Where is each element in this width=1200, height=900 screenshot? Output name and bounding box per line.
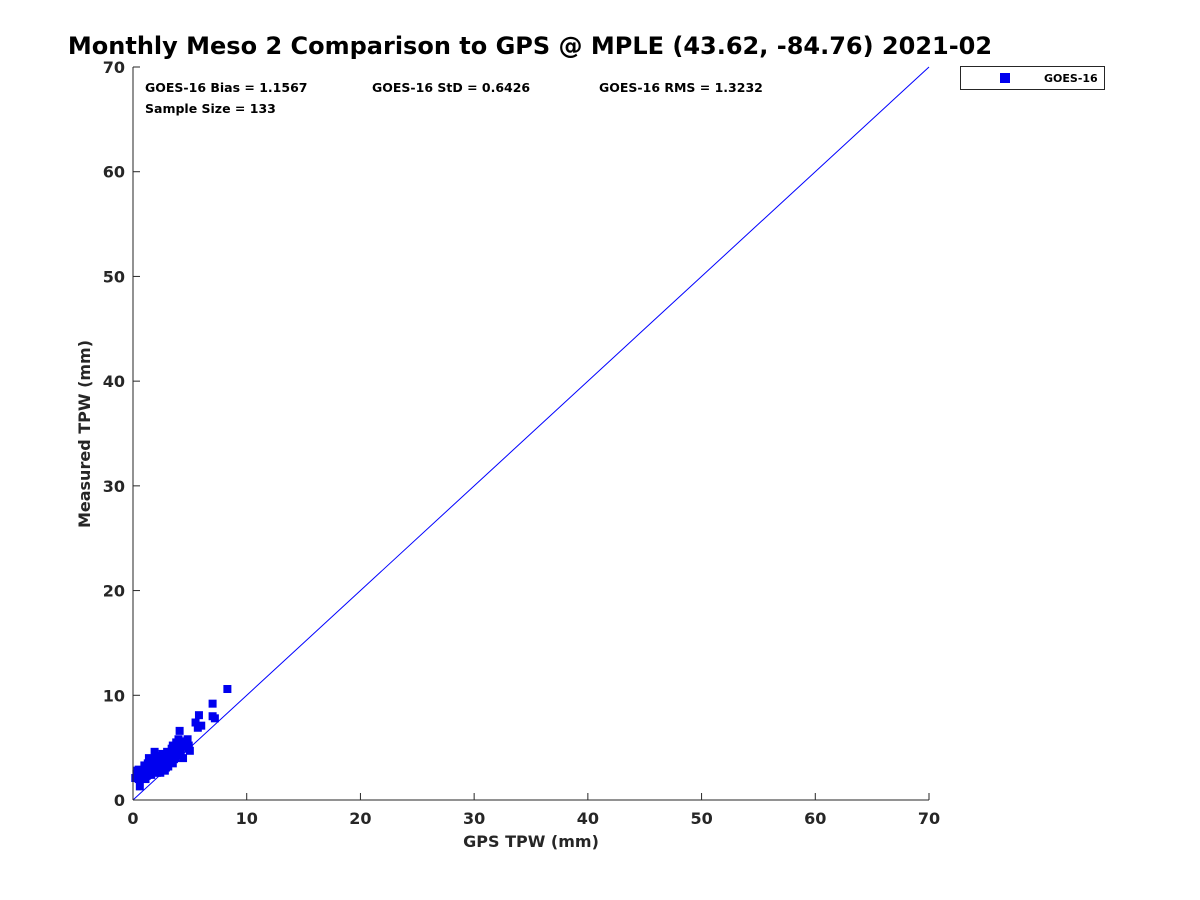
data-point <box>181 740 190 749</box>
plot-area: 0 10 20 30 40 50 60 70 0 10 20 30 40 50 60 70 <box>103 58 940 828</box>
data-point <box>208 699 217 708</box>
one-to-one-line <box>132 66 930 801</box>
x-tick-label: 20 <box>349 809 371 828</box>
x-tick-label: 70 <box>918 809 940 828</box>
x-tick-label: 40 <box>577 809 599 828</box>
y-tick-label: 10 <box>103 686 125 705</box>
chart-title: Monthly Meso 2 Comparison to GPS @ MPLE … <box>68 32 992 60</box>
data-point <box>135 782 144 791</box>
legend: GOES-16 <box>960 66 1105 90</box>
data-point <box>158 749 167 758</box>
y-tick-label: 60 <box>103 163 125 182</box>
data-point <box>140 774 149 783</box>
rms-stat: GOES-16 RMS = 1.3232 <box>599 80 763 95</box>
x-tick-label: 10 <box>236 809 258 828</box>
x-axis-label: GPS TPW (mm) <box>463 832 599 851</box>
data-point <box>150 747 159 756</box>
x-tick-label: 0 <box>127 809 138 828</box>
data-point <box>155 760 164 769</box>
data-point <box>193 723 202 732</box>
data-point <box>143 759 152 768</box>
data-point <box>150 757 159 766</box>
data-point <box>179 754 188 763</box>
data-point <box>191 718 200 727</box>
y-tick-label: 40 <box>103 372 125 391</box>
data-point <box>148 767 157 776</box>
std-stat: GOES-16 StD = 0.6426 <box>372 80 530 95</box>
y-tick-label: 20 <box>103 582 125 601</box>
data-point <box>144 754 153 763</box>
legend-label: GOES-16 <box>1044 72 1098 85</box>
data-point <box>172 750 181 759</box>
data-point <box>168 759 177 768</box>
data-point <box>160 766 169 775</box>
x-axis-ticks: 0 10 20 30 40 50 60 70 <box>127 793 940 828</box>
legend-marker-square-icon <box>1000 73 1010 83</box>
y-tick-label: 30 <box>103 477 125 496</box>
y-axis-label: Measured TPW (mm) <box>75 340 94 528</box>
x-tick-label: 60 <box>804 809 826 828</box>
data-point <box>223 685 232 694</box>
data-point <box>134 767 143 776</box>
data-point <box>131 774 140 783</box>
data-point <box>152 768 161 777</box>
data-point <box>167 744 176 753</box>
x-tick-label: 30 <box>463 809 485 828</box>
data-point <box>175 726 184 735</box>
data-point <box>164 750 173 759</box>
y-tick-label: 50 <box>103 267 125 286</box>
data-point <box>176 748 185 757</box>
legend-box <box>960 66 1105 90</box>
data-points <box>131 685 232 791</box>
stats-annotations: GOES-16 Bias = 1.1567 GOES-16 StD = 0.64… <box>145 80 763 116</box>
bias-stat: GOES-16 Bias = 1.1567 <box>145 80 307 95</box>
y-tick-label: 0 <box>114 791 125 810</box>
sample-size-stat: Sample Size = 133 <box>145 101 276 116</box>
data-point <box>210 714 219 723</box>
y-tick-label: 70 <box>103 58 125 77</box>
y-axis-ticks: 0 10 20 30 40 50 60 70 <box>103 58 140 810</box>
data-point <box>185 746 194 755</box>
x-tick-label: 50 <box>690 809 712 828</box>
data-point <box>194 711 203 720</box>
